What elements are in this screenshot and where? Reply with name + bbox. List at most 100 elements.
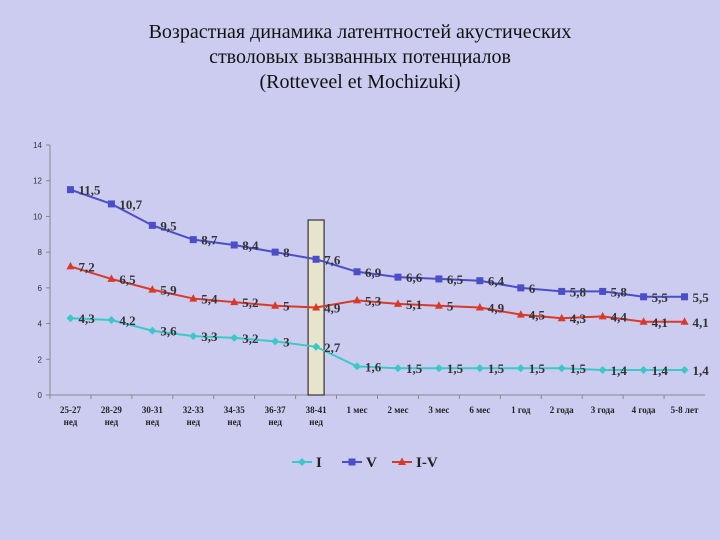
data-point (271, 301, 280, 309)
title-line-1: Возрастная динамика латентностей акустич… (148, 21, 572, 43)
data-point (230, 297, 239, 306)
data-point (189, 332, 198, 341)
data-point (393, 299, 402, 307)
series-line-i (70, 317, 685, 371)
y-tick-label: 14 (33, 141, 42, 150)
legend-label: I (316, 455, 322, 471)
x-tick-label: 34-35 (224, 405, 245, 415)
data-point (640, 293, 648, 301)
data-point (271, 248, 279, 256)
data-label: 10,7 (119, 197, 142, 212)
data-point (639, 317, 648, 325)
data-point (558, 287, 566, 295)
data-label: 1,6 (365, 359, 382, 374)
x-tick-label: 1 год (511, 405, 531, 415)
series-line-v (70, 188, 685, 298)
data-point (148, 285, 157, 293)
x-tick-label: 36-37 (265, 405, 286, 415)
data-point (189, 294, 198, 302)
x-tick-label: 2 года (550, 405, 574, 415)
x-tick-label: 3 года (591, 405, 615, 415)
data-point (598, 311, 607, 320)
data-label: 8 (283, 245, 290, 260)
y-tick-label: 12 (33, 177, 42, 186)
data-point (639, 366, 648, 374)
data-label: 3,6 (160, 324, 177, 339)
data-label: 7,6 (324, 252, 341, 267)
data-point (393, 364, 402, 373)
data-point (107, 316, 116, 324)
series-line-i-v (70, 265, 685, 323)
legend-marker (398, 457, 406, 465)
data-label: 6,9 (365, 265, 382, 280)
data-label: 1,5 (529, 361, 546, 376)
data-point (680, 317, 689, 325)
x-tick-label: 6 мес (469, 405, 490, 415)
y-tick-label: 2 (38, 355, 43, 364)
data-label: 5,4 (201, 292, 218, 307)
data-label: 5,5 (652, 290, 669, 305)
legend-marker (298, 458, 306, 466)
data-label: 9,5 (160, 218, 177, 233)
data-label: 8,4 (242, 238, 259, 253)
data-point (189, 236, 197, 244)
data-point (680, 366, 689, 374)
data-point (476, 277, 484, 285)
data-label: 4,1 (652, 315, 668, 330)
data-label: 6,5 (119, 272, 136, 287)
data-point (353, 268, 361, 276)
data-point (353, 295, 362, 304)
data-point (475, 303, 484, 311)
data-label: 4,9 (488, 301, 505, 316)
data-label: 4,4 (611, 309, 628, 324)
y-tick-label: 8 (38, 248, 43, 257)
data-label: 4,5 (529, 308, 546, 323)
data-point (230, 241, 238, 249)
x-tick-label: 30-31 (142, 405, 163, 415)
data-point (599, 287, 607, 295)
data-label: 1,5 (447, 361, 464, 376)
data-label: 3,2 (242, 331, 258, 346)
x-tick-label-unit: нед (105, 417, 119, 427)
legend-marker (348, 458, 356, 466)
title-line-3: (Rotteveel et Mochizuki) (259, 71, 461, 93)
data-point (66, 261, 75, 270)
x-tick-label-unit: нед (268, 417, 282, 427)
x-tick-label: 32-33 (183, 405, 204, 415)
data-label: 5,2 (242, 295, 258, 310)
legend-label: V (366, 455, 377, 471)
y-tick-label: 6 (38, 284, 43, 293)
x-tick-label-unit: нед (186, 417, 200, 427)
data-label: 6,6 (406, 270, 423, 285)
data-label: 4,1 (693, 315, 709, 330)
x-tick-label-unit: нед (64, 417, 78, 427)
x-tick-label: 5-8 лет (671, 405, 699, 415)
data-label: 4,3 (78, 311, 95, 326)
x-tick-label-unit: нед (309, 417, 323, 427)
data-label: 5,3 (365, 293, 382, 308)
data-label: 5,1 (406, 297, 422, 312)
data-point (434, 301, 443, 309)
data-label: 6,4 (488, 274, 505, 289)
data-point (681, 293, 689, 301)
data-label: 6 (529, 281, 536, 296)
data-point (557, 364, 566, 373)
data-point (66, 186, 74, 194)
data-point (435, 275, 443, 283)
data-point (148, 326, 157, 335)
x-tick-label-unit: нед (146, 417, 160, 427)
data-point (148, 221, 156, 229)
data-point (517, 284, 525, 292)
data-point (312, 342, 321, 351)
data-point (394, 273, 402, 281)
x-tick-label: 3 мес (428, 405, 449, 415)
data-point (557, 313, 566, 322)
x-tick-label: 4 года (632, 405, 656, 415)
data-point (230, 333, 239, 342)
data-point (107, 200, 115, 208)
data-label: 5 (283, 299, 290, 314)
data-label: 3 (283, 334, 290, 349)
data-label: 7,2 (78, 259, 94, 274)
data-point (598, 366, 607, 374)
data-label: 4,3 (570, 311, 587, 326)
